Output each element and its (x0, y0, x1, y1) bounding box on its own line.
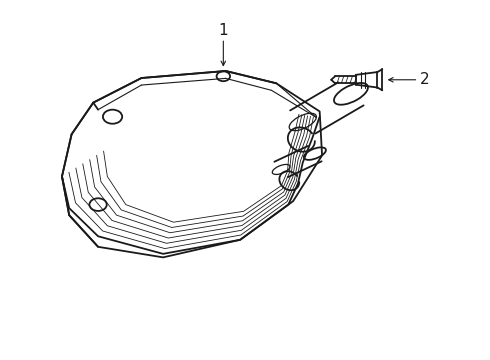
Text: 1: 1 (219, 23, 228, 37)
Text: 2: 2 (420, 72, 429, 87)
